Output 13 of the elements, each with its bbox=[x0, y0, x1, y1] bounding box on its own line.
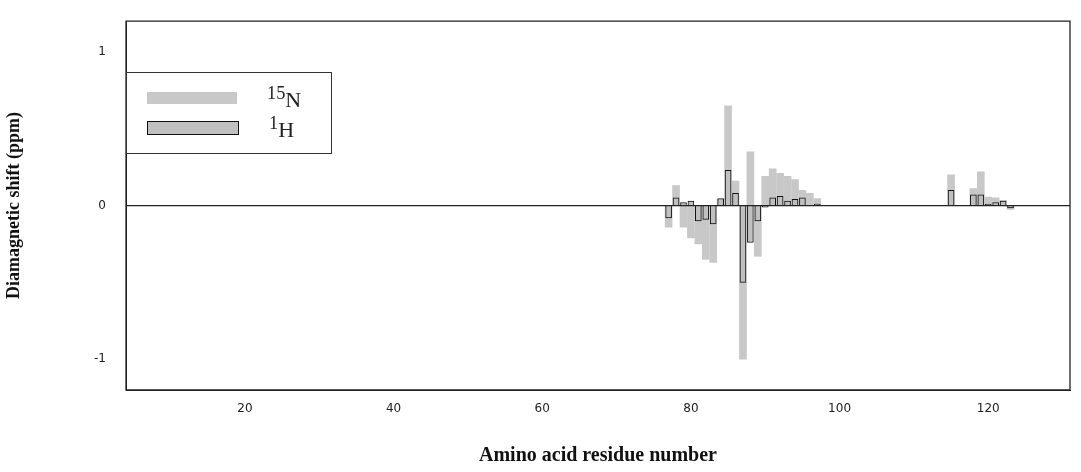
y-tick-label: -1 bbox=[94, 351, 106, 366]
y-tick-label: 0 bbox=[98, 197, 106, 212]
legend-label: $^{15}$N bbox=[267, 82, 302, 114]
x-axis-title: Amino acid residue number bbox=[479, 443, 718, 466]
x-tick-label: 20 bbox=[237, 401, 253, 416]
legend-label: $^{1}$H bbox=[269, 112, 295, 144]
x-tick-label: 120 bbox=[976, 401, 1000, 416]
y-axis-title: Diamagnetic shift (ppm) bbox=[3, 112, 25, 300]
y-tick-label: 1 bbox=[98, 44, 106, 59]
x-tick-label: 40 bbox=[385, 401, 402, 416]
x-tick-label: 80 bbox=[683, 401, 699, 416]
x-tick-label: 60 bbox=[534, 401, 550, 416]
x-tick-label: 100 bbox=[828, 401, 852, 416]
